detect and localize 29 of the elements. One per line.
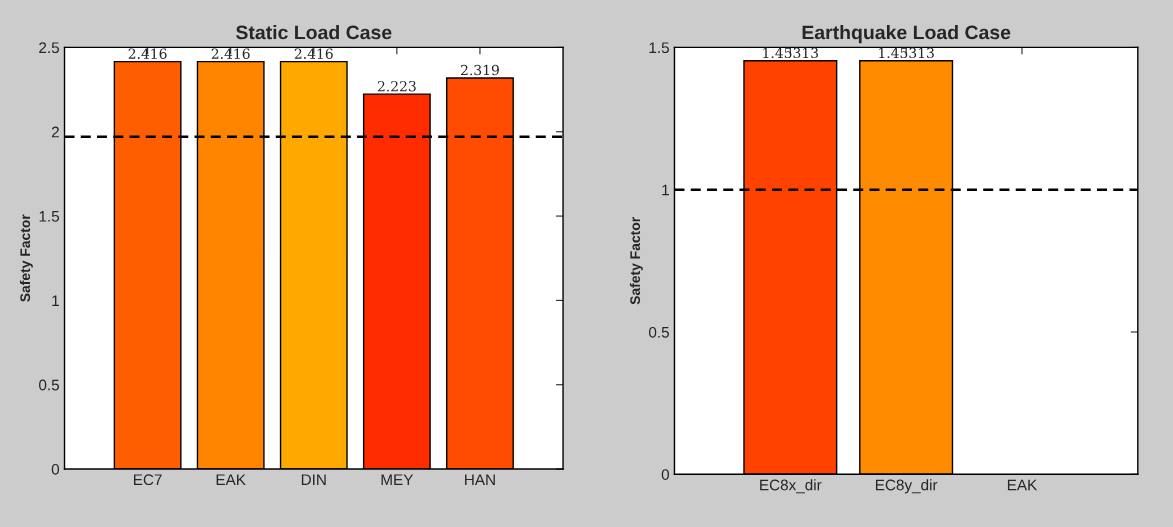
x-tick-label: EC8x_dir [760,479,822,494]
chart-title: Earthquake Load Case [802,25,1011,44]
data-label: 2.416 [294,48,333,59]
data-label: 2.416 [128,48,167,59]
x-tick-label: HAN [465,474,495,485]
x-tick-label: DIN [301,474,326,485]
data-label: 1.45313 [879,47,934,59]
y-tick-label: 0.5 [648,326,669,338]
y-tick-label: 1.5 [39,211,60,222]
x-tick-label: MEY [381,474,414,485]
data-label: 2.319 [461,64,499,76]
y-tick-label: 0 [51,463,60,475]
y-tick-label: 1 [662,184,669,196]
data-label: 2.416 [211,48,250,59]
data-label: 1.45313 [763,47,818,59]
y-axis-title: Safety Factor [629,217,643,305]
y-tick-label: 1.5 [649,42,669,54]
y-tick-label: 0.5 [39,379,60,391]
y-tick-label: 2 [51,126,59,138]
y-tick-label: 1 [52,295,59,306]
y-axis-title: Safety Factor [19,214,33,302]
x-tick-label: EC7 [134,474,162,486]
chart-title: Static Load Case [236,25,392,40]
x-tick-label: EC8y_dir [875,479,938,494]
y-tick-label: 0 [661,469,670,480]
y-tick-label: 2.5 [39,42,60,54]
data-label: 2.223 [377,80,416,92]
x-tick-label: EAK [1007,479,1038,491]
x-tick-label: EAK [216,474,246,485]
